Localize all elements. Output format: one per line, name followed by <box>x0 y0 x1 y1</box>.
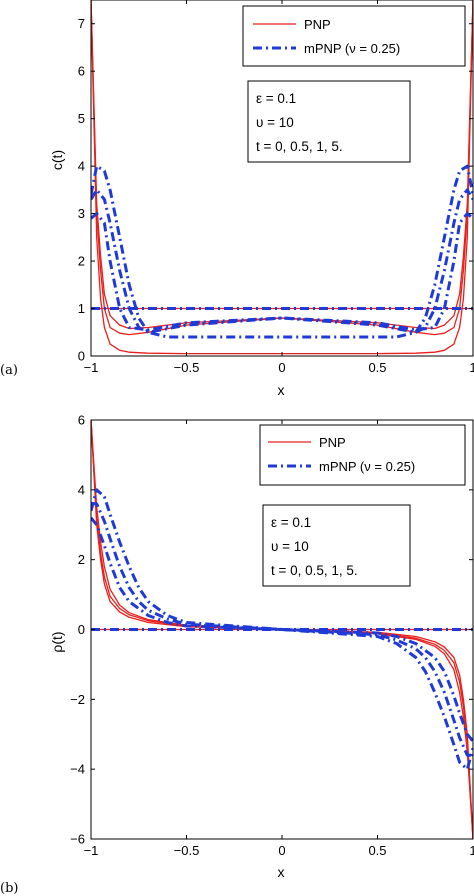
legend-entry-pnp: PNP <box>319 435 346 450</box>
chart-panel-a: (a) −1 −0.5 0 0.5 1 0 1 2 3 4 5 6 7 x c(t) PNP mPNP … <box>0 0 474 398</box>
y-tick-label: 2 <box>78 254 85 269</box>
y-tick-label: 7 <box>78 16 85 31</box>
y-tick-label: 0 <box>78 349 85 364</box>
annotation-upsilon: υ = 10 <box>256 115 294 130</box>
x-tick-label: −1 <box>84 360 99 375</box>
y-tick-label: 5 <box>78 111 85 126</box>
ticks-layer: −1 −0.5 0 0.5 1 −6 −4 −2 0 2 4 6 <box>70 413 474 859</box>
annotation-epsilon: ε = 0.1 <box>256 91 296 106</box>
annotation-frame <box>262 504 411 587</box>
legend-entry-mpnp: mPNP (ν = 0.25) <box>304 41 400 56</box>
y-tick-label: 4 <box>78 159 85 174</box>
annotation-frame <box>247 80 411 163</box>
series-layer <box>91 0 473 355</box>
x-tick-label: 1 <box>469 360 474 375</box>
y-tick-label: 3 <box>78 206 85 221</box>
series-line-mpnp-t1 <box>91 188 473 334</box>
panel-label: (b) <box>0 881 18 896</box>
legend-box <box>259 424 466 486</box>
ticks-layer: −1 −0.5 0 0.5 1 0 1 2 3 4 5 6 7 <box>78 0 474 375</box>
y-tick-label: 2 <box>78 552 85 567</box>
x-tick-label: 1 <box>469 843 474 858</box>
legend: PNP mPNP (ν = 0.25) <box>259 424 466 486</box>
legend-entry-mpnp: mPNP (ν = 0.25) <box>319 459 415 474</box>
legend-box <box>242 5 466 67</box>
x-tick-label: −1 <box>84 843 99 858</box>
annotation-epsilon: ε = 0.1 <box>271 515 311 530</box>
y-axis-label: c(t) <box>49 150 65 170</box>
series-line-mpnp-t5 <box>91 488 473 771</box>
y-tick-label: −6 <box>70 832 85 847</box>
series-line-mpnp-t5 <box>91 164 473 339</box>
series-line-mpnp-t0_5 <box>91 212 473 332</box>
legend-entry-pnp: PNP <box>304 17 331 32</box>
y-tick-label: −2 <box>70 692 85 707</box>
x-axis-label: x <box>278 382 285 398</box>
chart-panel-b: (b) −1 −0.5 0 0.5 1 −6 −4 −2 0 2 4 6 x ρ(t) PNP mPN… <box>0 413 474 896</box>
y-axis-label: ρ(t) <box>49 631 65 652</box>
x-axis-label: x <box>278 864 285 880</box>
panel-label: (a) <box>0 363 18 378</box>
y-tick-label: 6 <box>78 64 85 79</box>
x-tick-label: 0 <box>278 360 285 375</box>
annotation-box: ε = 0.1 υ = 10 t = 0, 0.5, 1, 5. <box>262 504 411 587</box>
x-tick-label: 0.5 <box>368 843 386 858</box>
annotation-times: t = 0, 0.5, 1, 5. <box>271 563 358 578</box>
annotation-box: ε = 0.1 υ = 10 t = 0, 0.5, 1, 5. <box>247 80 411 163</box>
annotation-times: t = 0, 0.5, 1, 5. <box>256 139 343 154</box>
x-tick-label: 0.5 <box>368 360 386 375</box>
x-tick-label: −0.5 <box>174 360 200 375</box>
x-tick-label: −0.5 <box>174 843 200 858</box>
x-tick-label: 0 <box>278 843 285 858</box>
y-tick-label: 6 <box>78 413 85 428</box>
legend: PNP mPNP (ν = 0.25) <box>242 5 466 67</box>
y-tick-label: 1 <box>78 301 85 316</box>
y-tick-label: −4 <box>70 762 85 777</box>
annotation-upsilon: υ = 10 <box>271 539 309 554</box>
series-layer <box>91 420 473 839</box>
y-tick-label: 0 <box>78 622 85 637</box>
y-tick-label: 4 <box>78 482 85 497</box>
